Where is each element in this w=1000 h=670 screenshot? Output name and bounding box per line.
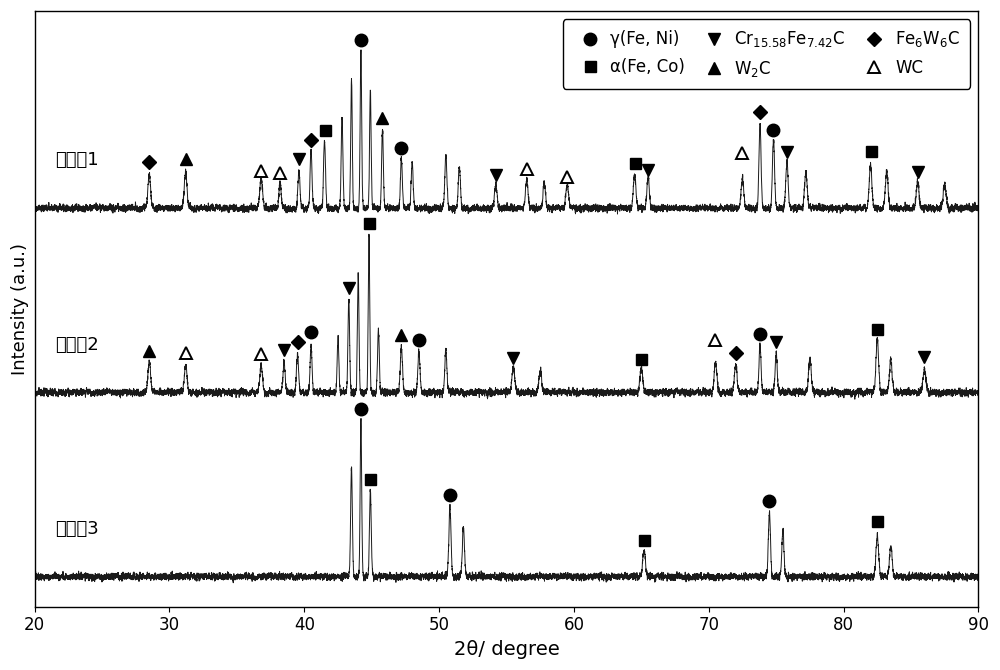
Y-axis label: Intensity (a.u.): Intensity (a.u.) [11, 243, 29, 375]
Text: 实施奡1: 实施奡1 [55, 151, 99, 170]
X-axis label: 2θ/ degree: 2θ/ degree [454, 640, 559, 659]
Legend: γ(Fe, Ni), α(Fe, Co), Cr$_{15.58}$Fe$_{7.42}$C, W$_2$C, Fe$_6$W$_6$C, WC: γ(Fe, Ni), α(Fe, Co), Cr$_{15.58}$Fe$_{7… [563, 19, 970, 88]
Text: 实施奡2: 实施奡2 [55, 336, 99, 354]
Text: 实施奡3: 实施奡3 [55, 520, 99, 538]
